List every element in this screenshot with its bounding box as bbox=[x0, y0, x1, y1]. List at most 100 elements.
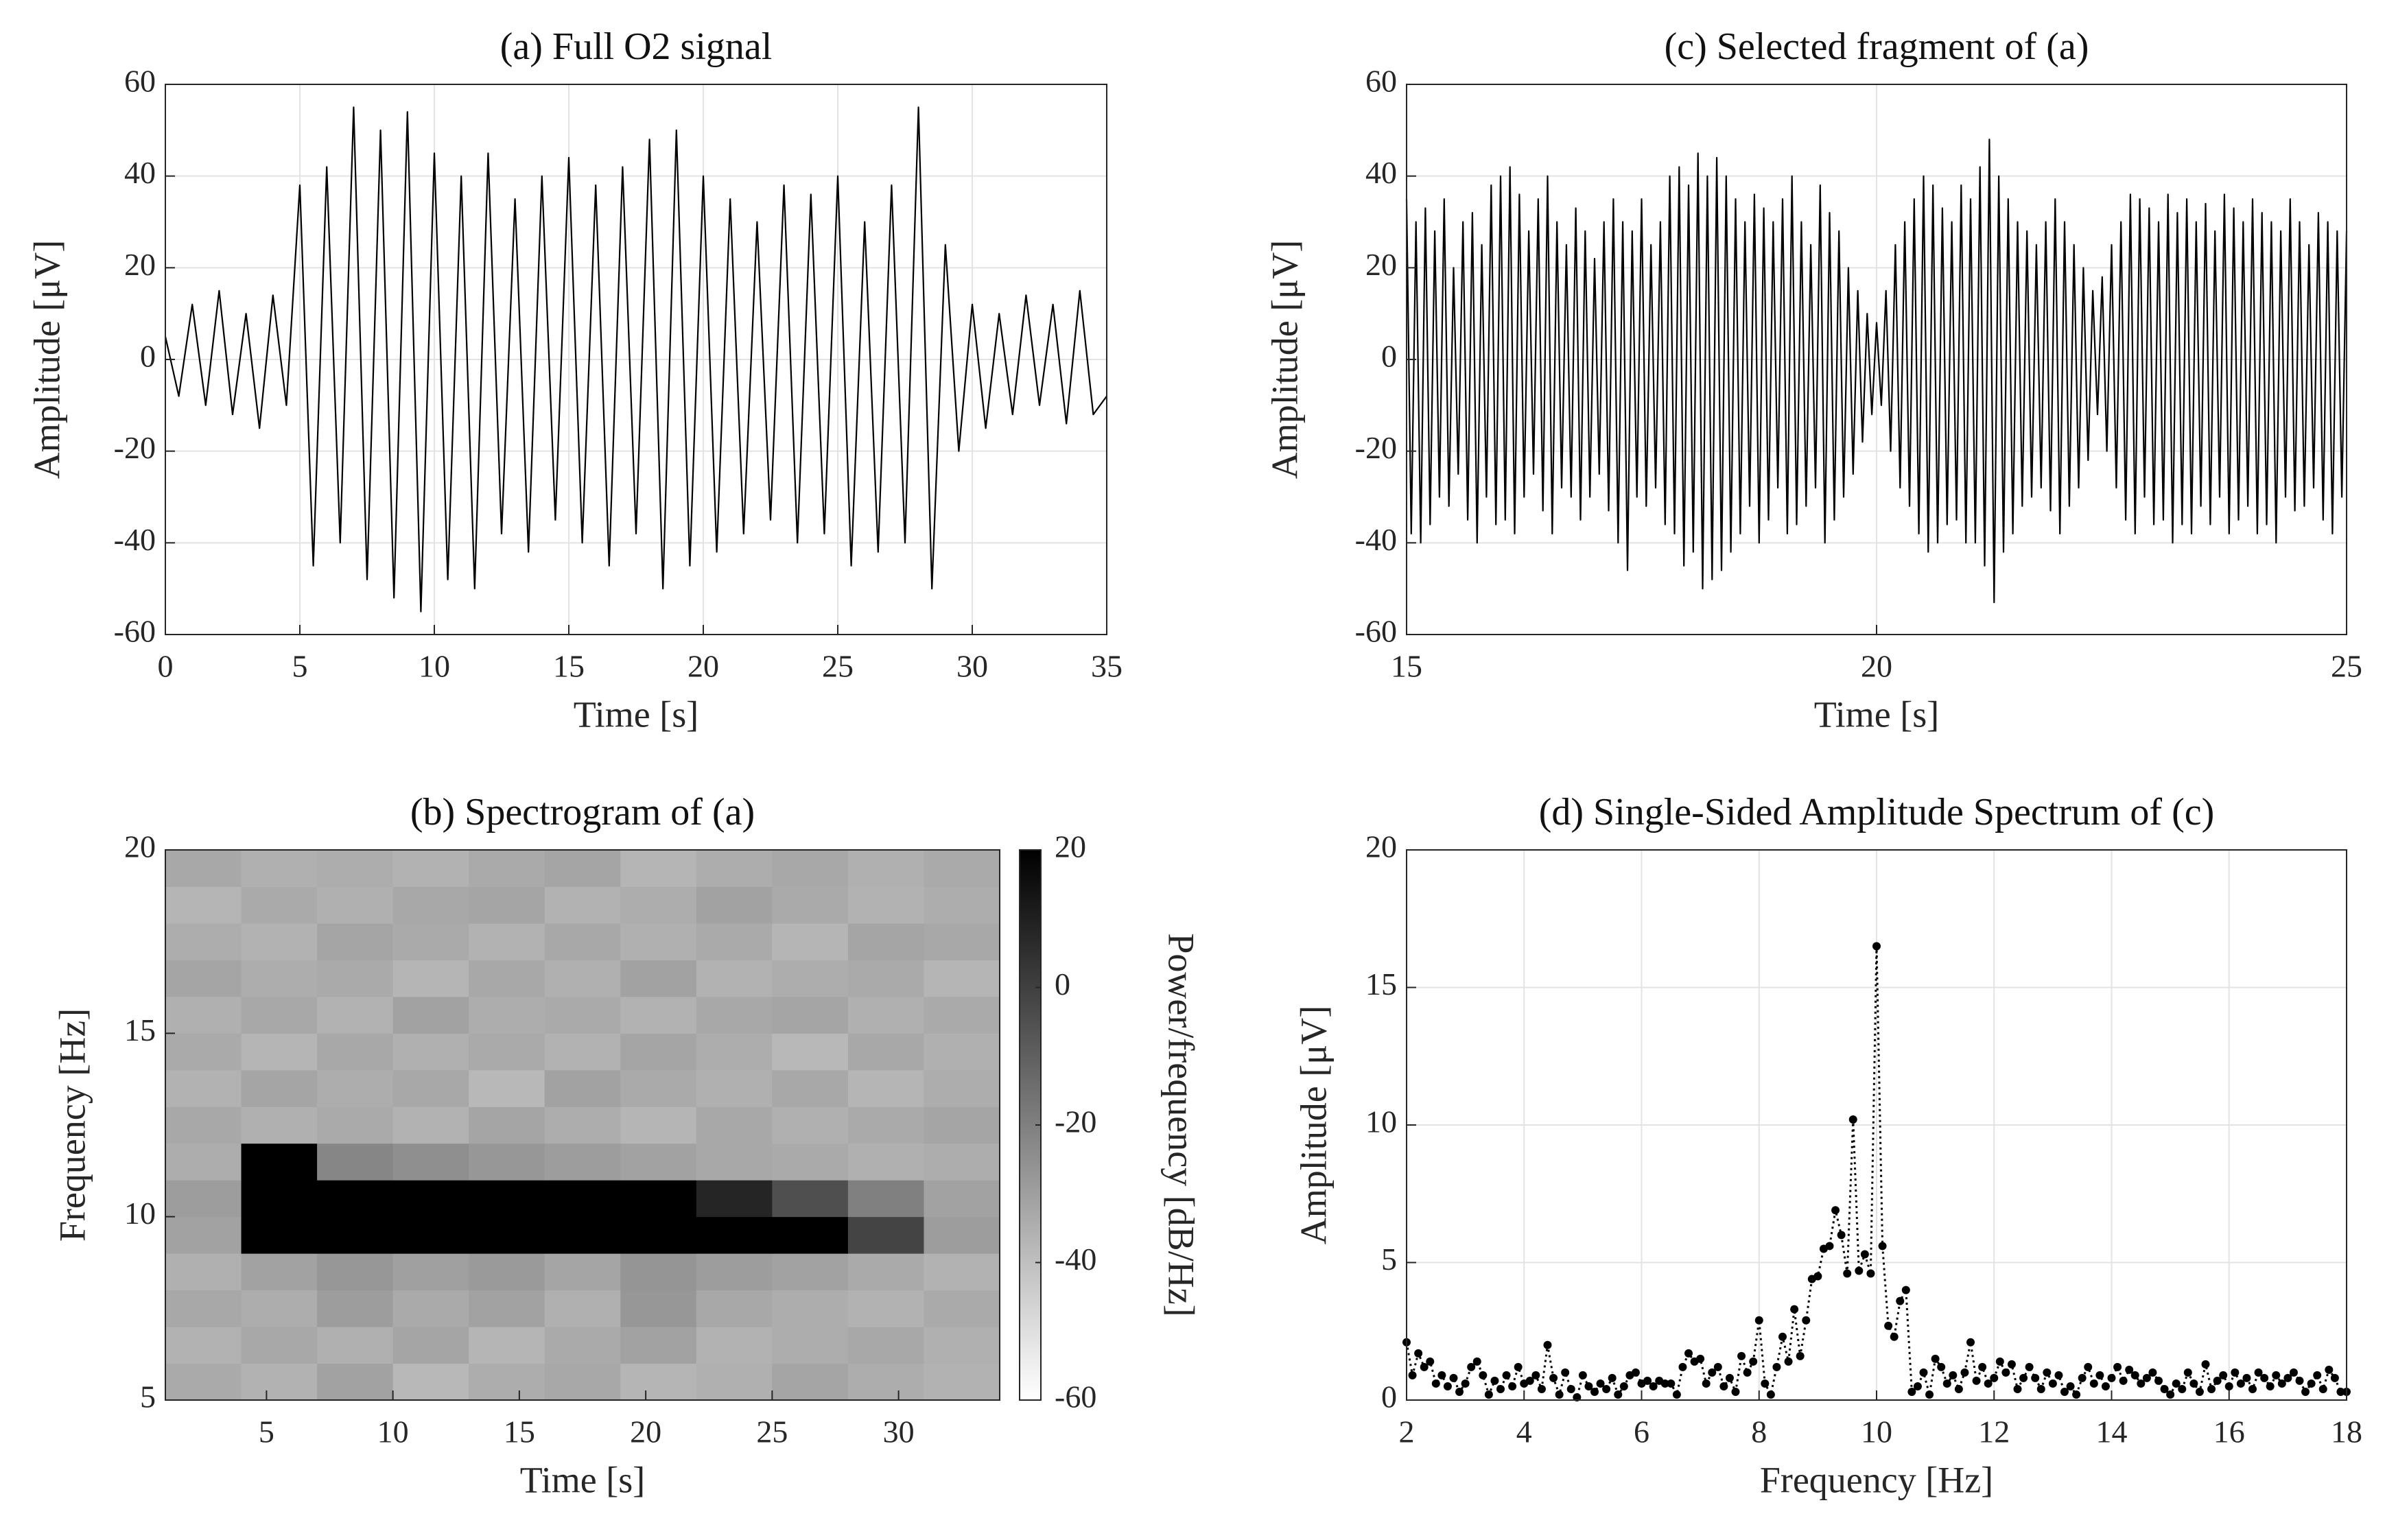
data-point bbox=[1772, 1362, 1781, 1371]
data-point bbox=[2113, 1362, 2122, 1371]
subplot-title: (c) Selected fragment of (a) bbox=[1665, 25, 2089, 68]
data-point bbox=[1725, 1373, 1734, 1382]
heat-cell bbox=[620, 1327, 697, 1364]
data-point bbox=[2043, 1368, 2052, 1377]
heat-cell bbox=[165, 886, 242, 924]
data-point bbox=[1919, 1368, 1928, 1377]
heat-cell bbox=[392, 996, 469, 1034]
heat-cell bbox=[924, 1143, 1000, 1181]
heat-cell bbox=[241, 886, 318, 924]
heat-cell bbox=[469, 1180, 545, 1218]
axes-box bbox=[165, 849, 1000, 1401]
heat-cell bbox=[696, 960, 773, 997]
heat-cell bbox=[620, 886, 697, 924]
data-point bbox=[2101, 1382, 2110, 1390]
heat-cell bbox=[772, 1253, 849, 1291]
x-axis-label: Time [s] bbox=[520, 1459, 646, 1500]
heat-cell bbox=[241, 1253, 318, 1291]
heat-cell bbox=[469, 850, 545, 887]
data-point bbox=[1490, 1376, 1499, 1385]
data-point bbox=[2036, 1384, 2045, 1393]
heat-cell bbox=[317, 1363, 394, 1401]
heat-cell bbox=[847, 1106, 924, 1144]
x-tick-label: 25 bbox=[2331, 649, 2362, 684]
x-tick-label: 10 bbox=[1861, 1414, 1892, 1449]
data-point bbox=[2001, 1368, 2010, 1377]
subplot-title: (b) Spectrogram of (a) bbox=[410, 791, 755, 833]
heat-cell bbox=[469, 1290, 545, 1327]
data-point bbox=[2231, 1368, 2240, 1377]
heat-cell bbox=[392, 1327, 469, 1364]
data-point bbox=[2272, 1371, 2281, 1379]
heat-cell bbox=[847, 996, 924, 1034]
data-point bbox=[2219, 1371, 2228, 1379]
y-tick-label: 0 bbox=[140, 339, 156, 374]
data-point bbox=[2013, 1384, 2022, 1393]
heat-cell bbox=[469, 1106, 545, 1144]
heat-cell bbox=[620, 1253, 697, 1291]
heat-cell bbox=[696, 886, 773, 924]
heat-cell bbox=[924, 886, 1000, 924]
data-point bbox=[1537, 1384, 1546, 1393]
x-tick-label: 2 bbox=[1399, 1414, 1415, 1449]
heat-cell bbox=[392, 1180, 469, 1218]
heat-cell bbox=[165, 1290, 242, 1327]
heat-cell bbox=[924, 1069, 1000, 1107]
data-point bbox=[1414, 1349, 1423, 1358]
x-tick-label: 12 bbox=[1978, 1414, 2010, 1449]
data-point bbox=[1995, 1357, 2004, 1366]
data-point bbox=[1825, 1242, 1834, 1251]
data-point bbox=[2195, 1387, 2204, 1396]
heat-cell bbox=[772, 850, 849, 887]
data-point bbox=[1619, 1382, 1628, 1390]
heat-cell bbox=[924, 1253, 1000, 1291]
heat-cell bbox=[544, 1180, 621, 1218]
heat-cell bbox=[392, 850, 469, 887]
heat-cell bbox=[392, 1216, 469, 1254]
data-point bbox=[1843, 1269, 1852, 1278]
data-point bbox=[1667, 1379, 1676, 1388]
heat-cell bbox=[620, 1033, 697, 1071]
data-point bbox=[2301, 1387, 2310, 1396]
data-point bbox=[1860, 1250, 1869, 1259]
data-point bbox=[2060, 1387, 2069, 1396]
heat-cell bbox=[544, 886, 621, 924]
heat-cell bbox=[544, 850, 621, 887]
data-point bbox=[2025, 1362, 2034, 1371]
y-tick-label: 40 bbox=[1365, 155, 1397, 190]
data-point bbox=[1802, 1316, 1811, 1325]
heat-cell bbox=[696, 850, 773, 887]
data-point bbox=[2095, 1371, 2104, 1379]
heat-cell bbox=[392, 1290, 469, 1327]
data-point bbox=[1596, 1379, 1605, 1388]
data-point bbox=[1972, 1376, 1981, 1385]
data-point bbox=[1954, 1384, 1963, 1393]
heat-cell bbox=[620, 923, 697, 960]
heat-cell bbox=[772, 1033, 849, 1071]
data-point bbox=[2242, 1373, 2251, 1382]
heat-cell bbox=[924, 1033, 1000, 1071]
data-point bbox=[1866, 1269, 1875, 1278]
data-point bbox=[1514, 1362, 1523, 1371]
heat-cell bbox=[772, 1216, 849, 1254]
x-tick-label: 4 bbox=[1516, 1414, 1532, 1449]
heat-cell bbox=[847, 923, 924, 960]
data-point bbox=[1890, 1332, 1899, 1341]
x-tick-label: 20 bbox=[688, 649, 719, 684]
heat-cell bbox=[544, 1216, 621, 1254]
heat-cell bbox=[544, 923, 621, 960]
data-point bbox=[1472, 1357, 1481, 1366]
heat-cell bbox=[847, 886, 924, 924]
data-point bbox=[2254, 1368, 2263, 1377]
heat-cell bbox=[392, 1363, 469, 1401]
heat-cell bbox=[924, 1106, 1000, 1144]
colorbar-tick-label: 20 bbox=[1055, 829, 1086, 864]
colorbar-tick-label: -20 bbox=[1055, 1104, 1096, 1139]
heat-cell bbox=[469, 1253, 545, 1291]
x-tick-label: 25 bbox=[756, 1414, 788, 1449]
data-point bbox=[1431, 1379, 1440, 1388]
heat-cell bbox=[620, 850, 697, 887]
heat-cell bbox=[165, 923, 242, 960]
data-point bbox=[1649, 1382, 1658, 1390]
y-tick-label: 15 bbox=[1365, 967, 1397, 1002]
